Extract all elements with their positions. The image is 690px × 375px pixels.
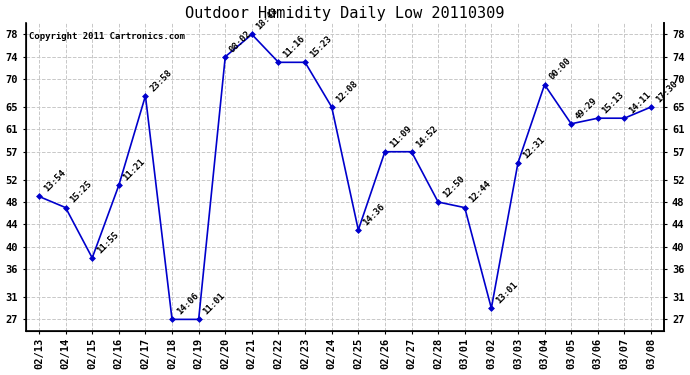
Text: 14:06: 14:06	[175, 291, 200, 316]
Text: 12:50: 12:50	[441, 174, 466, 199]
Text: Copyright 2011 Cartronics.com: Copyright 2011 Cartronics.com	[29, 32, 185, 41]
Text: 17:30: 17:30	[654, 79, 679, 104]
Text: 15:25: 15:25	[68, 180, 94, 205]
Text: 12:08: 12:08	[335, 79, 360, 104]
Text: 14:36: 14:36	[361, 202, 386, 227]
Text: 11:01: 11:01	[201, 291, 227, 316]
Text: 14:52: 14:52	[414, 124, 440, 149]
Text: 12:44: 12:44	[468, 180, 493, 205]
Text: 18:48: 18:48	[255, 6, 280, 32]
Text: 15:13: 15:13	[600, 90, 626, 116]
Title: Outdoor Humidity Daily Low 20110309: Outdoor Humidity Daily Low 20110309	[186, 6, 504, 21]
Text: 13:01: 13:01	[494, 280, 520, 305]
Text: 11:21: 11:21	[121, 157, 147, 183]
Text: 08:02: 08:02	[228, 28, 253, 54]
Text: 15:23: 15:23	[308, 34, 333, 60]
Text: 11:16: 11:16	[282, 34, 306, 60]
Text: 12:31: 12:31	[521, 135, 546, 160]
Text: 00:00: 00:00	[547, 57, 573, 82]
Text: 13:54: 13:54	[42, 168, 67, 194]
Text: 49:29: 49:29	[574, 96, 600, 121]
Text: 23:58: 23:58	[148, 68, 174, 93]
Text: 14:11: 14:11	[627, 90, 653, 116]
Text: 11:09: 11:09	[388, 124, 413, 149]
Text: 11:55: 11:55	[95, 230, 120, 255]
